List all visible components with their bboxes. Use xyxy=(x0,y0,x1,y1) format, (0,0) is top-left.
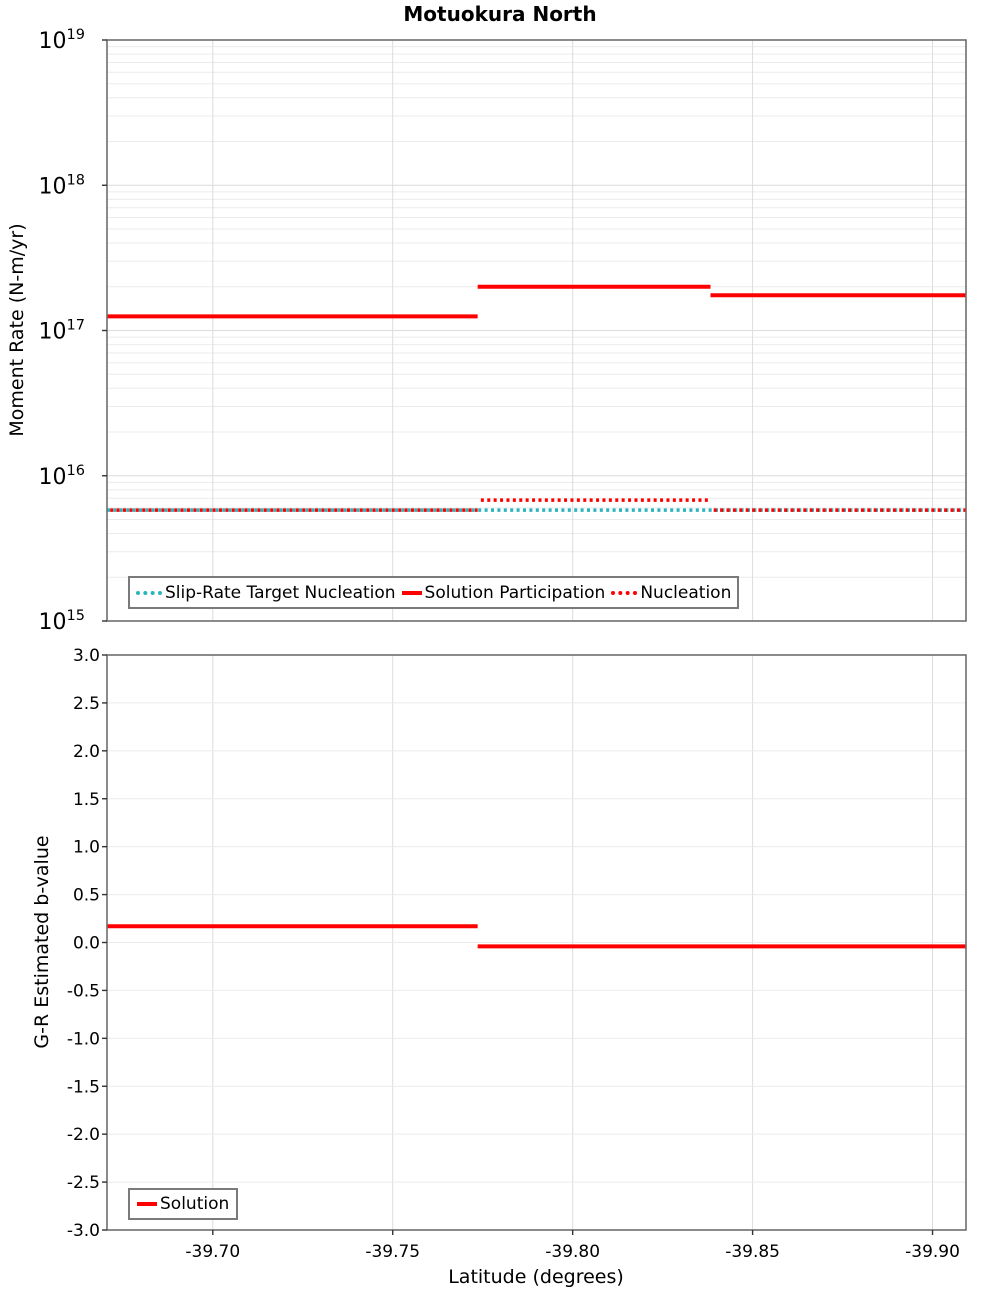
dotted-red-line-swatch-icon xyxy=(611,590,638,595)
legend-label-nucleation: Nucleation xyxy=(640,582,732,603)
x-tick-label: -39.90 xyxy=(905,1242,960,1262)
legend-label-slip-rate-target-nucleation: Slip-Rate Target Nucleation xyxy=(165,582,396,603)
y-tick-label: 1018 xyxy=(39,172,85,199)
y-tick-label: 1016 xyxy=(39,463,85,490)
y-tick-label: -3.0 xyxy=(67,1221,100,1241)
x-tick-label: -39.75 xyxy=(365,1242,420,1262)
x-tick-label: -39.80 xyxy=(545,1242,600,1262)
legend-item-solution-participation: Solution Participation xyxy=(401,582,606,603)
y-tick-label: 1.5 xyxy=(73,790,100,810)
y-tick-label: 1015 xyxy=(39,608,85,635)
y-tick-label: 1019 xyxy=(39,27,85,54)
y-tick-label: 0.5 xyxy=(73,886,100,906)
y-tick-label: -1.5 xyxy=(67,1077,100,1097)
y-tick-label: 1.0 xyxy=(73,838,100,858)
y-tick-label: -0.5 xyxy=(67,981,100,1001)
y-tick-label: 2.5 xyxy=(73,694,100,714)
solid-red-line-swatch-icon xyxy=(137,1202,157,1206)
y-tick-label: 3.0 xyxy=(73,646,100,666)
dotted-cyan-line-swatch-icon xyxy=(136,590,162,595)
legend-item-solution: Solution xyxy=(137,1194,229,1214)
y-tick-label: -2.0 xyxy=(67,1125,100,1145)
solid-red-line-swatch-icon xyxy=(401,590,422,595)
y-tick-label: -1.0 xyxy=(67,1029,100,1049)
legend-label-solution: Solution xyxy=(160,1194,230,1214)
chart-title: Motuokura North xyxy=(403,2,597,26)
b-value-axis-title: G-R Estimated b-value xyxy=(31,835,53,1049)
y-tick-label: 1017 xyxy=(39,318,85,345)
x-tick-label: -39.70 xyxy=(185,1242,240,1262)
moment-rate-axis-title: Moment Rate (N-m/yr) xyxy=(6,223,28,437)
latitude-axis-title: Latitude (degrees) xyxy=(448,1266,624,1288)
moment-rate-legend: Slip-Rate Target Nucleation Solution Par… xyxy=(128,576,740,609)
legend-label-solution-participation: Solution Participation xyxy=(424,582,606,603)
x-tick-label: -39.85 xyxy=(725,1242,780,1262)
y-tick-label: 2.0 xyxy=(73,742,100,762)
y-tick-label: 0.0 xyxy=(73,934,100,954)
legend-item-slip-rate-target-nucleation: Slip-Rate Target Nucleation xyxy=(136,583,396,603)
b-value-legend: Solution xyxy=(128,1188,239,1220)
y-tick-label: -2.5 xyxy=(67,1173,100,1193)
legend-item-nucleation: Nucleation xyxy=(611,583,731,603)
